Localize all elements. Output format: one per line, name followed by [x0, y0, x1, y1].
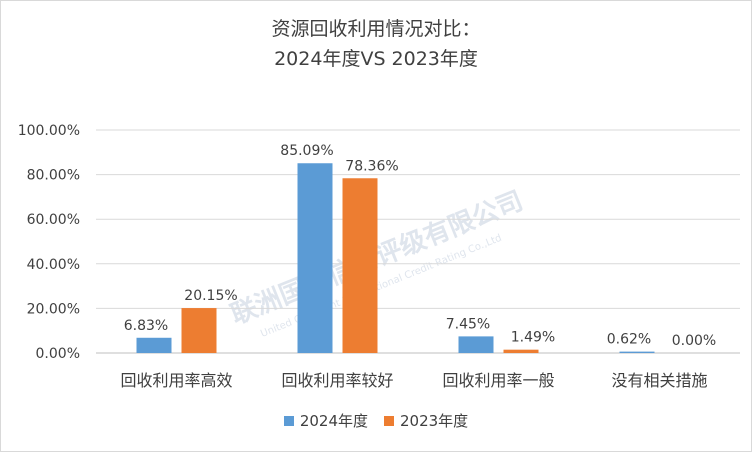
data-label: 85.09% [280, 143, 333, 159]
legend-swatch [384, 415, 394, 426]
legend-label: 2023年度 [400, 412, 469, 430]
bar-series2 [342, 178, 378, 353]
y-tick-label: 40.00% [27, 257, 80, 273]
bar-series1 [136, 337, 172, 353]
data-label: 0.00% [672, 333, 716, 349]
bars [136, 163, 655, 353]
chart-title: 资源回收利用情况对比： 2024年度VS 2023年度 [0, 14, 752, 74]
data-label: 20.15% [184, 288, 237, 304]
y-axis: 0.00% 20.00% 40.00% 60.00% 80.00% 100.00% [18, 123, 80, 362]
bar-series2 [503, 349, 539, 353]
data-label: 6.83% [124, 318, 168, 334]
y-tick-label: 100.00% [18, 123, 80, 139]
category-label: 没有相关措施 [611, 371, 707, 390]
data-label: 1.49% [511, 330, 555, 346]
legend-label: 2024年度 [299, 412, 368, 430]
chart-title-line2: 2024年度VS 2023年度 [274, 48, 478, 70]
chart-title-line1: 资源回收利用情况对比： [271, 18, 481, 40]
y-tick-label: 20.00% [27, 301, 80, 317]
legend: 2024年度 2023年度 [0, 410, 752, 431]
legend-item: 2023年度 [384, 410, 468, 431]
bar-series1 [619, 351, 655, 353]
x-axis: 回收利用率高效 回收利用率较好 回收利用率一般 没有相关措施 [120, 371, 707, 390]
category-label: 回收利用率高效 [120, 371, 232, 390]
bar-series1 [297, 163, 333, 353]
category-label: 回收利用率一般 [442, 371, 554, 390]
legend-item: 2024年度 [283, 410, 368, 431]
category-label: 回收利用率较好 [281, 371, 393, 390]
y-tick-label: 60.00% [27, 212, 80, 228]
y-tick-label: 0.00% [36, 346, 80, 362]
y-tick-label: 80.00% [27, 168, 80, 184]
data-label: 0.62% [607, 332, 651, 348]
data-label: 7.45% [446, 316, 490, 332]
legend-swatch [283, 415, 294, 426]
data-labels: 6.83% 20.15% 85.09% 78.36% 7.45% 1.49% 0.62% 0.… [124, 143, 716, 349]
bar-series2 [181, 308, 217, 353]
bar-series1 [458, 336, 494, 353]
data-label: 78.36% [345, 158, 398, 174]
